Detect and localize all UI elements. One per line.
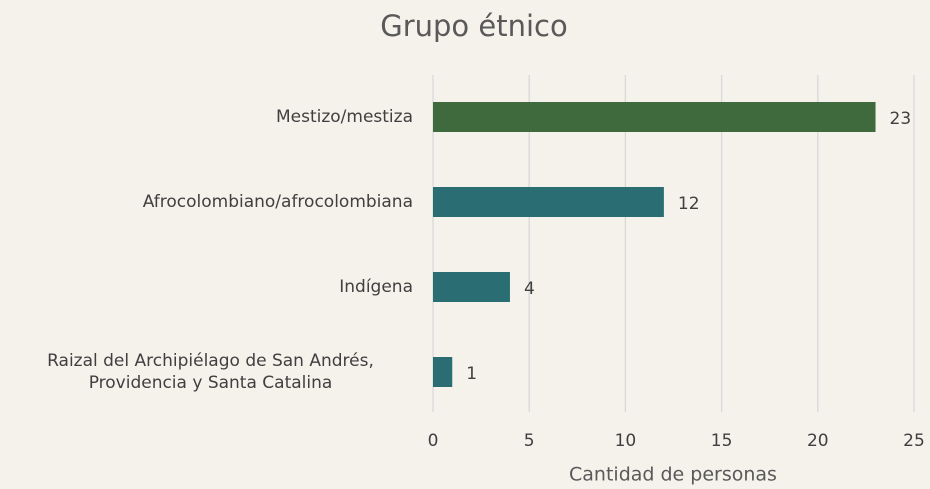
data-label: 1 [466,364,477,384]
data-label: 4 [524,279,535,299]
bar [433,102,876,132]
y-tick-text: Mestizo/mestiza [275,107,413,127]
y-tick-text: Indígena [339,277,413,297]
y-tick-label: Indígena [339,257,413,317]
x-tick-label: 15 [711,431,733,451]
y-tick-text: Raizal del Archipiélago de San Andrés, P… [47,351,374,393]
x-tick-label: 0 [428,431,439,451]
y-tick-label: Afrocolombiano/afrocolombiana [143,172,413,232]
data-label: 23 [890,109,912,129]
data-label: 12 [678,194,700,214]
bar [433,187,664,217]
x-tick-label: 20 [807,431,829,451]
x-tick-label: 10 [615,431,637,451]
y-tick-label: Mestizo/mestiza [276,87,413,147]
x-tick-label: 25 [903,431,925,451]
chart-title: Grupo étnico [380,9,567,43]
y-tick-label: Raizal del Archipiélago de San Andrés, P… [8,342,413,402]
x-tick-label: 5 [524,431,535,451]
bar [433,272,510,302]
bar [433,357,453,387]
x-axis-label: Cantidad de personas [569,464,777,486]
y-tick-text: Afrocolombiano/afrocolombiana [142,192,413,212]
